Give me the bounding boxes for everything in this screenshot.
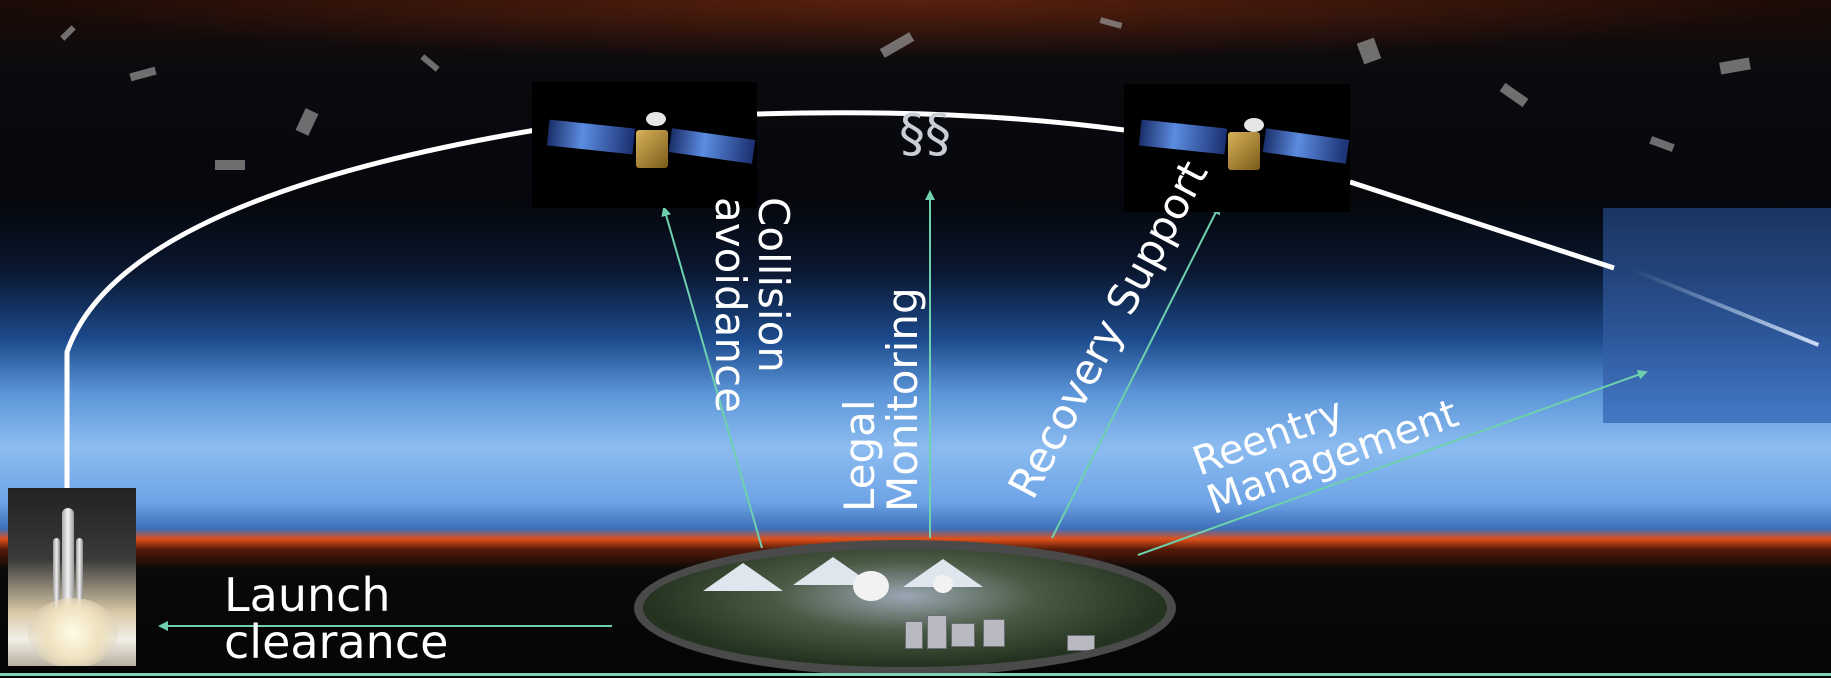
solar-panel	[1262, 128, 1350, 164]
radar-dish	[853, 571, 889, 601]
arrow-collision-avoidance	[661, 206, 763, 549]
legal-paragraph-symbol: §§	[899, 104, 951, 164]
launch-plume	[28, 598, 118, 666]
building	[905, 621, 923, 649]
building	[927, 615, 947, 649]
building	[983, 619, 1005, 647]
arrow-reentry-management	[1137, 370, 1648, 556]
rocket-launch-icon	[8, 488, 136, 666]
solar-panel	[546, 119, 636, 155]
solar-panel	[1138, 119, 1228, 155]
label-launch-clearance: Launch clearance	[224, 568, 449, 669]
ground-station-icon	[634, 540, 1176, 676]
satellite-body	[636, 130, 668, 168]
satellite-antenna	[646, 112, 666, 126]
satellite-antenna	[1244, 118, 1264, 132]
rocket-body	[62, 508, 74, 608]
building	[951, 623, 975, 647]
satellite-icon	[1124, 84, 1350, 212]
reentry-streak-icon	[1603, 208, 1831, 423]
slide-bottom-rule	[0, 673, 1831, 676]
solar-panel	[668, 128, 756, 164]
upper-atmosphere-glow	[0, 0, 1831, 60]
radar-dish	[933, 575, 953, 593]
orbit-trajectory	[64, 110, 1615, 490]
space-debris	[215, 160, 245, 170]
building	[1067, 635, 1095, 651]
label-collision-avoidance: Collision avoidance	[706, 197, 798, 413]
rocket-booster	[76, 538, 83, 608]
rocket-booster	[53, 538, 60, 608]
satellite-icon	[532, 82, 757, 208]
arrow-recovery-support	[1051, 204, 1220, 539]
mountain	[703, 563, 783, 591]
label-legal-monitoring: Legal Monitoring	[835, 287, 927, 512]
satellite-body	[1228, 132, 1260, 170]
